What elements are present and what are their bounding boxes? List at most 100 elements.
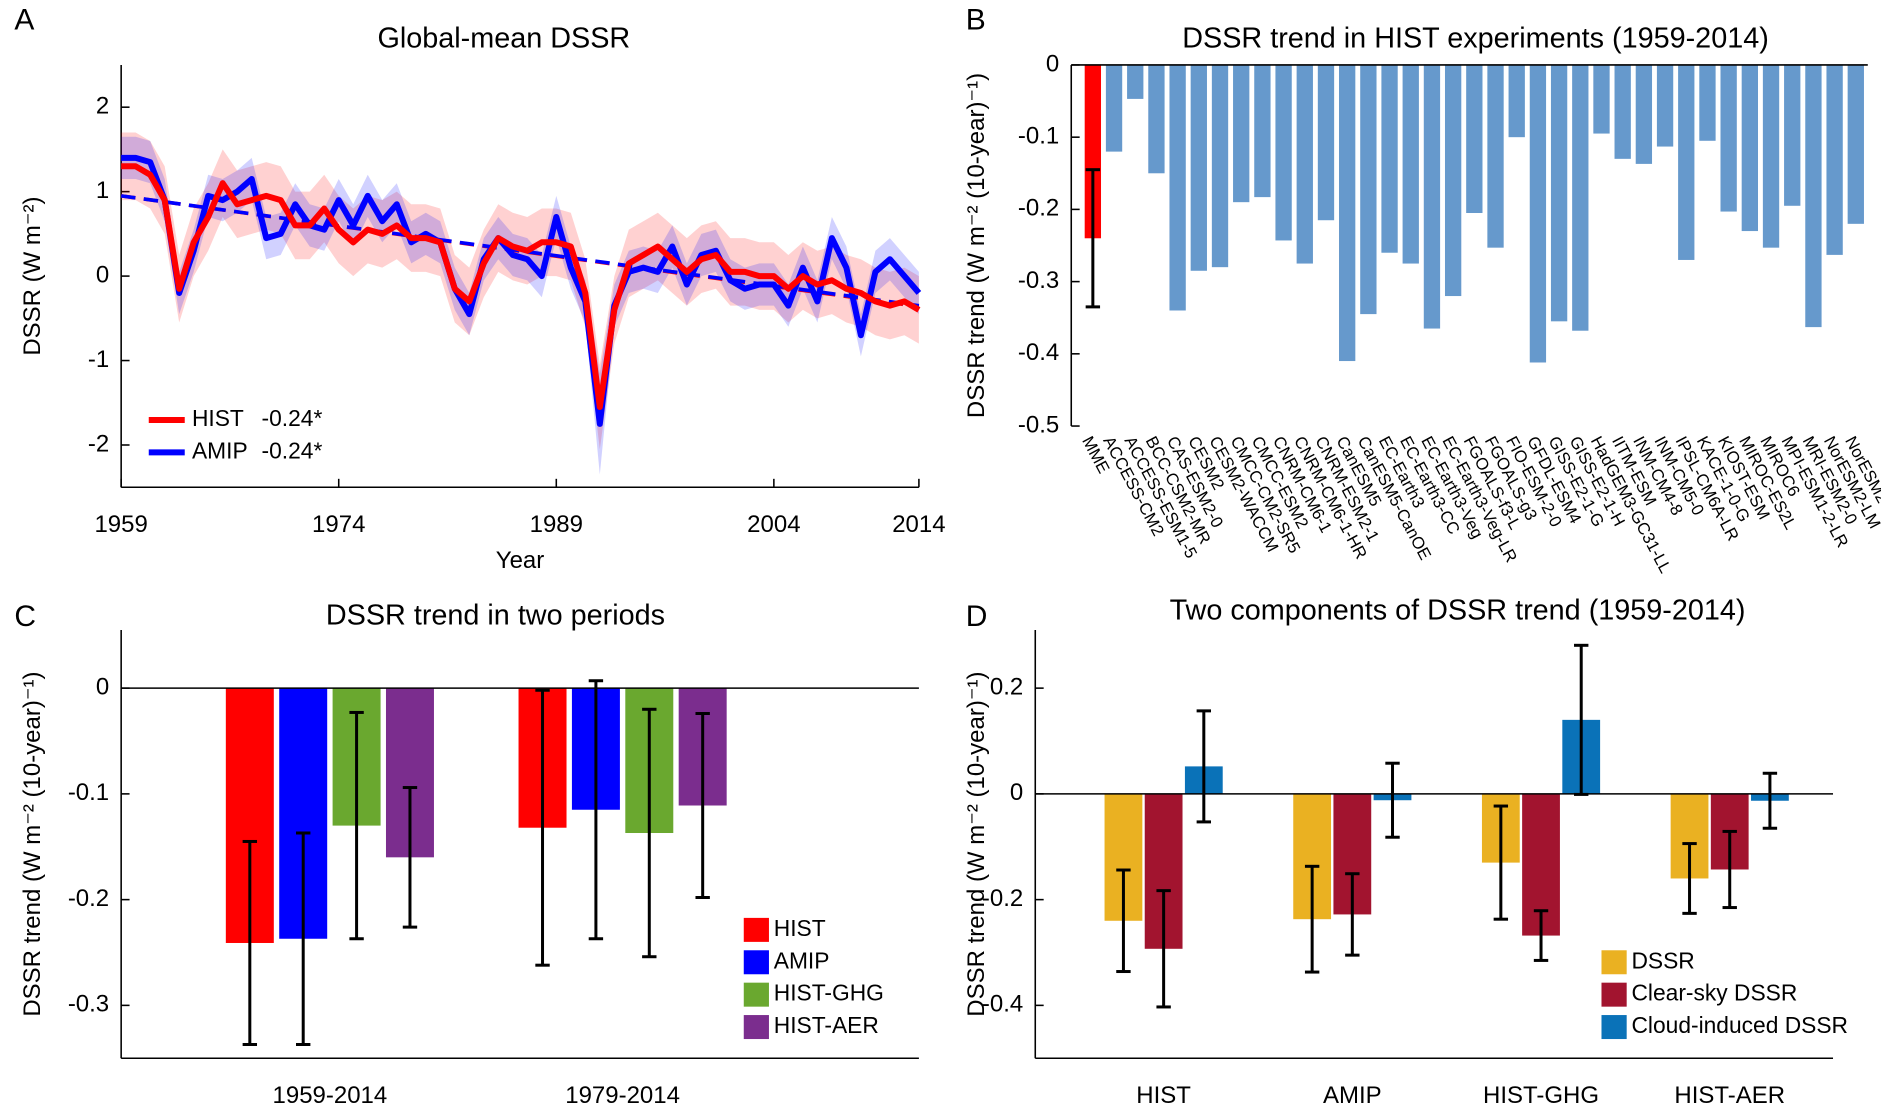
bar bbox=[1148, 64, 1165, 174]
x-tick-label: 2004 bbox=[747, 511, 800, 538]
bar bbox=[1656, 64, 1674, 147]
chart-title: Two components of DSSR trend (1959-2014) bbox=[1170, 595, 1746, 627]
bar bbox=[1402, 64, 1419, 264]
bar bbox=[1699, 64, 1716, 141]
legend-label: HIST bbox=[192, 405, 244, 431]
bar bbox=[1572, 64, 1589, 331]
y-tick-label: -0.2 bbox=[68, 885, 109, 912]
bar bbox=[1233, 64, 1250, 203]
legend-label: HIST bbox=[774, 915, 826, 941]
bar bbox=[1296, 64, 1313, 264]
bar bbox=[1593, 64, 1610, 134]
bar bbox=[1127, 64, 1144, 99]
bar bbox=[1826, 64, 1843, 255]
bar bbox=[1381, 64, 1398, 253]
y-tick-label: -0.3 bbox=[1018, 267, 1059, 294]
bar bbox=[1360, 64, 1377, 315]
bar bbox=[1720, 64, 1737, 212]
y-axis-label: DSSR (W m⁻²) bbox=[19, 196, 46, 355]
y-axis-label: DSSR trend (W m⁻² (10-year)⁻¹) bbox=[19, 672, 46, 1017]
legend-label: HIST-AER bbox=[774, 1012, 879, 1038]
bar bbox=[1466, 64, 1483, 214]
legend-label: AMIP bbox=[192, 437, 248, 463]
panel-label: D bbox=[966, 600, 988, 633]
x-tick-label: 1979-2014 bbox=[565, 1082, 680, 1109]
chart-title: Global-mean DSSR bbox=[377, 22, 630, 54]
y-tick-label: -0.1 bbox=[1018, 123, 1059, 150]
legend-swatch bbox=[1601, 1015, 1627, 1040]
y-tick-label: -0.2 bbox=[1018, 195, 1059, 222]
y-tick-label: 0 bbox=[1010, 779, 1023, 806]
legend-label: HIST-GHG bbox=[774, 980, 884, 1006]
series-line bbox=[121, 163, 921, 410]
y-tick-label: -0.5 bbox=[1018, 411, 1059, 438]
y-tick-label: 0.2 bbox=[990, 673, 1023, 700]
bar bbox=[1423, 64, 1441, 329]
x-tick-label: 1974 bbox=[312, 511, 365, 538]
uncertainty-band bbox=[121, 136, 919, 475]
bar bbox=[1317, 64, 1335, 221]
legend-swatch bbox=[743, 1015, 769, 1040]
bar bbox=[1275, 64, 1292, 241]
bar bbox=[1635, 64, 1653, 164]
panel-label: A bbox=[14, 4, 34, 37]
series-line bbox=[121, 154, 922, 427]
x-tick-label: HIST-AER bbox=[1674, 1082, 1785, 1109]
y-tick-label: 0 bbox=[96, 261, 109, 288]
y-tick-label: 0 bbox=[1046, 50, 1059, 77]
bar bbox=[1084, 64, 1102, 239]
legend-label: DSSR bbox=[1631, 947, 1694, 973]
bar bbox=[1487, 64, 1504, 248]
x-tick-label: 1959 bbox=[94, 511, 147, 538]
x-tick-label: 2014 bbox=[892, 511, 945, 538]
bar bbox=[1211, 64, 1229, 268]
legend-value: -0.24* bbox=[262, 405, 323, 431]
bar bbox=[1678, 64, 1695, 260]
y-axis-label: DSSR trend (W m⁻² (10-year)⁻¹) bbox=[963, 73, 990, 418]
y-tick-label: -0.2 bbox=[982, 885, 1023, 912]
bar bbox=[1529, 64, 1547, 363]
y-axis-label: DSSR trend (W m⁻² (10-year)⁻¹) bbox=[963, 672, 990, 1017]
y-tick-label: -0.4 bbox=[1018, 339, 1059, 366]
x-axis-label: Year bbox=[496, 547, 544, 574]
bar bbox=[1805, 64, 1822, 328]
y-tick-label: -0.3 bbox=[68, 991, 109, 1018]
legend-swatch bbox=[743, 982, 769, 1007]
bar bbox=[1614, 64, 1631, 159]
x-tick-label: 1959-2014 bbox=[273, 1082, 388, 1109]
bar bbox=[1508, 64, 1525, 138]
y-tick-label: -0.1 bbox=[68, 779, 109, 806]
x-tick-label: 1989 bbox=[530, 511, 583, 538]
bar bbox=[1254, 64, 1271, 198]
y-tick-label: 1 bbox=[96, 177, 109, 204]
bar bbox=[1339, 64, 1356, 362]
legend-label: AMIP bbox=[774, 947, 830, 973]
legend-swatch bbox=[1601, 950, 1627, 975]
bar bbox=[1847, 64, 1864, 224]
y-tick-label: -0.4 bbox=[982, 991, 1023, 1018]
legend-swatch bbox=[1601, 982, 1627, 1007]
panel-label: C bbox=[14, 600, 36, 633]
y-tick-label: 0 bbox=[96, 673, 109, 700]
y-tick-label: -1 bbox=[88, 346, 109, 373]
legend-swatch bbox=[743, 950, 769, 975]
legend-label: Cloud-induced DSSR bbox=[1631, 1012, 1848, 1038]
bar bbox=[1762, 64, 1780, 248]
legend-label: Clear-sky DSSR bbox=[1631, 980, 1797, 1006]
bar bbox=[1741, 64, 1758, 232]
bar bbox=[1105, 64, 1123, 152]
bar bbox=[1169, 64, 1186, 311]
y-tick-label: -2 bbox=[88, 430, 109, 457]
chart-title: DSSR trend in HIST experiments (1959-201… bbox=[1182, 22, 1769, 54]
bar bbox=[1550, 64, 1568, 322]
legend-swatch bbox=[743, 917, 769, 942]
panel-label: B bbox=[966, 4, 986, 37]
chart-title: DSSR trend in two periods bbox=[326, 599, 665, 631]
legend-value: -0.24* bbox=[262, 437, 323, 463]
bar bbox=[1190, 64, 1207, 271]
bar bbox=[1444, 64, 1462, 297]
x-tick-label: AMIP bbox=[1323, 1082, 1382, 1109]
x-tick-label: HIST bbox=[1136, 1082, 1191, 1109]
